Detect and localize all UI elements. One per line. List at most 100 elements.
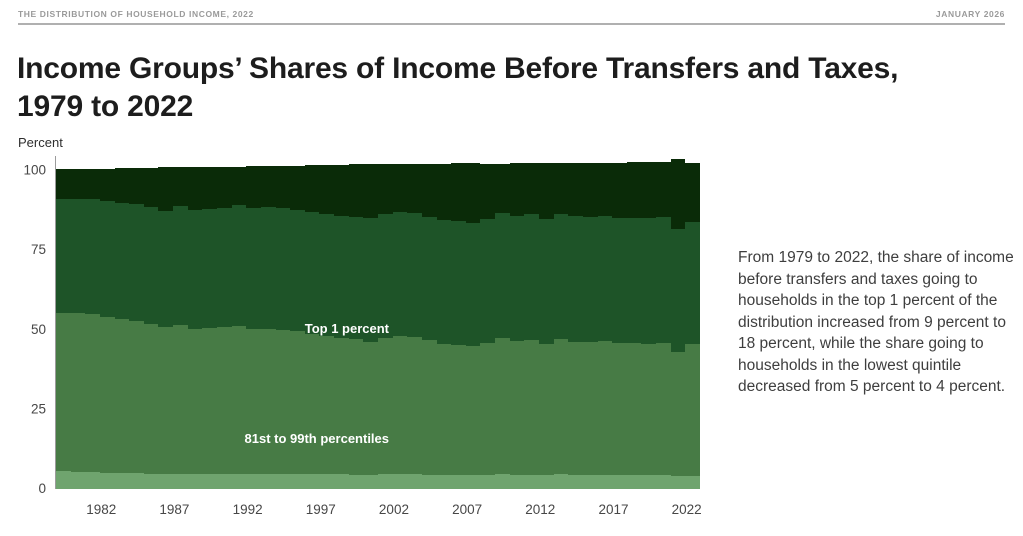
- area-segment: [173, 206, 188, 325]
- area-segment: [627, 343, 641, 475]
- x-tick-label: 2022: [672, 502, 702, 517]
- area-segment: [158, 474, 173, 489]
- area-segment: [554, 339, 568, 474]
- chart-canvas: 0 25 50 75 100 1982 1987 1992 1997 2002 2007 2012 20…: [23, 156, 702, 517]
- area-segment: [261, 329, 276, 474]
- area-segment: [217, 208, 232, 327]
- area-segment: [144, 207, 158, 324]
- area-segment: [685, 476, 700, 489]
- area-segment: [422, 340, 437, 475]
- area-segment: [671, 229, 685, 352]
- area-segment: [510, 216, 524, 341]
- area-segment: [276, 330, 290, 474]
- area-segment: [261, 207, 276, 329]
- area-segment: [685, 344, 700, 476]
- area-segment: [671, 159, 685, 229]
- area-segment: [466, 223, 480, 346]
- area-segment: [261, 166, 276, 207]
- area-segment: [510, 341, 524, 475]
- area-segment: [466, 475, 480, 489]
- area-segment: [305, 165, 319, 212]
- area-segment: [100, 317, 115, 473]
- area-segment: [554, 163, 568, 214]
- area-label-top-1-percent: Top 1 percent: [304, 321, 389, 336]
- area-label-81st-99th: 81st to 99th percentiles: [244, 431, 390, 446]
- area-segment: [276, 474, 290, 489]
- area-segment: [334, 474, 349, 489]
- area-segment: [276, 166, 290, 208]
- area-segment: [246, 474, 261, 489]
- area-segment: [319, 336, 334, 474]
- area-segment: [393, 336, 407, 474]
- area-segment: [641, 218, 656, 344]
- area-segment: [598, 216, 612, 341]
- area-segment: [188, 210, 202, 329]
- area-segment: [158, 167, 173, 211]
- area-segment: [495, 164, 510, 213]
- area-segment: [319, 165, 334, 214]
- area-segment: [627, 162, 641, 218]
- area-segment: [671, 352, 685, 476]
- area-segment: [71, 313, 85, 472]
- area-segment: [232, 326, 246, 474]
- area-segment: [85, 472, 100, 489]
- area-segment: [129, 168, 144, 204]
- area-segment: [437, 344, 451, 475]
- area-segment: [422, 217, 437, 340]
- area-segment: [115, 168, 129, 203]
- area-segment: [276, 208, 290, 330]
- figure-title: Income Groups’ Shares of Income Before T…: [17, 50, 1007, 126]
- report-date: JANUARY 2026: [935, 9, 1005, 19]
- area-segment: [466, 163, 480, 223]
- area-segment: [217, 327, 232, 474]
- x-tick-label: 1997: [306, 502, 336, 517]
- area-segment: [349, 164, 363, 217]
- area-segment: [568, 216, 583, 342]
- area-segment: [378, 214, 393, 338]
- area-segment: [188, 329, 202, 474]
- area-segment: [437, 220, 451, 344]
- area-segment: [393, 212, 407, 336]
- area-segment: [290, 474, 305, 489]
- area-segment: [202, 167, 217, 209]
- area-segment: [290, 210, 305, 331]
- area-segment: [598, 163, 612, 216]
- area-segment: [612, 218, 627, 343]
- area-segment: [524, 475, 539, 489]
- area-segment: [510, 475, 524, 489]
- area-segment: [378, 338, 393, 474]
- area-segment: [583, 163, 598, 217]
- area-segment: [583, 217, 598, 342]
- area-segment: [393, 164, 407, 212]
- x-tick-label: 1992: [233, 502, 263, 517]
- area-segment: [612, 163, 627, 218]
- figure-title-line1: Income Groups’ Shares of Income Before T…: [17, 52, 899, 85]
- area-segment: [144, 168, 158, 207]
- x-tick-label: 2017: [598, 502, 628, 517]
- area-segment: [524, 340, 539, 475]
- area-segment: [554, 214, 568, 339]
- area-segment: [627, 475, 641, 489]
- area-segment: [598, 341, 612, 475]
- area-segment: [334, 216, 349, 338]
- area-segment: [349, 217, 363, 339]
- area-segment: [568, 163, 583, 216]
- area-segment: [612, 343, 627, 475]
- area-segment: [451, 475, 466, 489]
- area-segment: [510, 163, 524, 216]
- area-segment: [378, 164, 393, 214]
- area-segment: [246, 208, 261, 329]
- area-segment: [305, 474, 319, 489]
- area-segment: [100, 201, 115, 317]
- area-segment: [554, 474, 568, 489]
- area-segment: [100, 473, 115, 489]
- area-segment: [437, 164, 451, 220]
- area-segment: [641, 475, 656, 489]
- area-segment: [349, 475, 363, 489]
- area-segment: [495, 338, 510, 474]
- area-segment: [232, 474, 246, 489]
- area-segment: [568, 342, 583, 475]
- area-segment: [334, 165, 349, 216]
- summary-callout-text: From 1979 to 2022, the share of income b…: [738, 249, 1014, 395]
